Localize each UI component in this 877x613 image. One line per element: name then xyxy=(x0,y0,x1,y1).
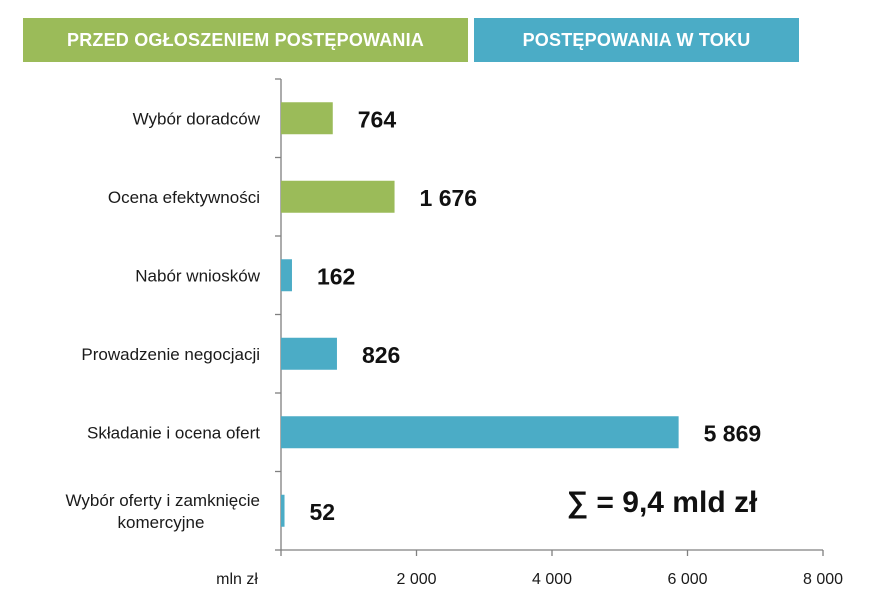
category-label: Wybór oferty i zamknięcie komercyjne xyxy=(66,491,260,532)
x-tick-label: 8 000 xyxy=(803,571,843,588)
category-label: Wybór doradców xyxy=(133,109,261,128)
header-during-label: POSTĘPOWANIA W TOKU xyxy=(522,29,751,50)
category-label: Składanie i ocena ofert xyxy=(87,423,260,442)
bar-3 xyxy=(281,259,292,292)
bar-2 xyxy=(281,180,395,213)
bar-value-label: 52 xyxy=(310,499,336,525)
x-tick-label: 2 000 xyxy=(396,571,436,588)
total-sum-annotation: ∑ = 9,4 mld zł xyxy=(567,486,758,519)
bar-1 xyxy=(281,102,333,135)
bar-5 xyxy=(281,416,679,449)
category-label: Nabór wniosków xyxy=(135,266,260,285)
x-tick-label: 6 000 xyxy=(667,571,707,588)
category-label-line: komercyjne xyxy=(118,513,205,532)
bar-value-label: 1 676 xyxy=(420,185,478,211)
bar-value-label: 826 xyxy=(362,342,400,368)
x-axis-unit-label: mln zł xyxy=(216,571,258,588)
bar-value-label: 5 869 xyxy=(704,420,762,446)
bar-value-label: 764 xyxy=(358,106,397,132)
category-label: Ocena efektywności xyxy=(108,188,260,207)
header-before-procedure: PRZED OGŁOSZENIEM POSTĘPOWANIA xyxy=(23,18,468,62)
x-tick-label: 4 000 xyxy=(532,571,572,588)
category-label-line: Wybór oferty i zamknięcie xyxy=(66,491,260,510)
bar-6 xyxy=(281,494,285,527)
bar-4 xyxy=(281,337,337,370)
header-before-label: PRZED OGŁOSZENIEM POSTĘPOWANIA xyxy=(66,29,425,50)
category-label: Prowadzenie negocjacji xyxy=(81,345,260,364)
bar-value-label: 162 xyxy=(317,263,355,289)
header-procedures-in-progress: POSTĘPOWANIA W TOKU xyxy=(474,18,799,62)
